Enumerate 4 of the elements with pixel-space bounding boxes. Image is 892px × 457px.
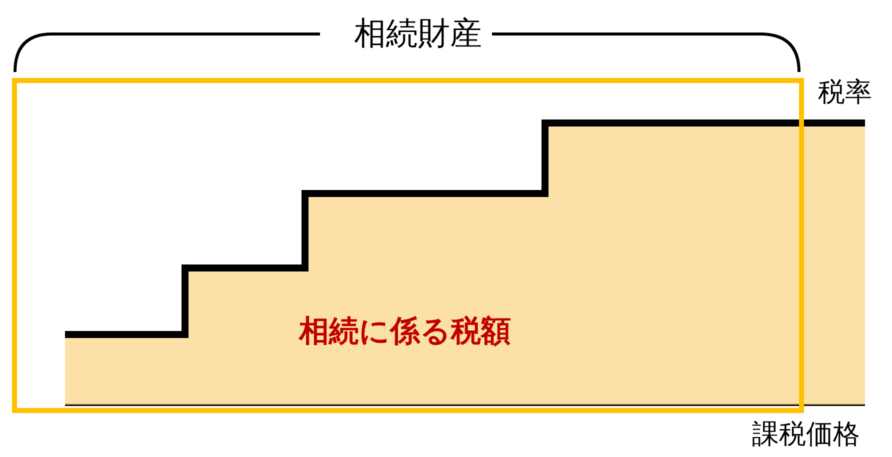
chart-title: 相続財産 (353, 13, 483, 54)
y-axis-title: 税率 (818, 76, 872, 110)
annotation: 相続に係る税額 (298, 314, 511, 349)
x-axis-title: 課税価格 (752, 418, 860, 452)
